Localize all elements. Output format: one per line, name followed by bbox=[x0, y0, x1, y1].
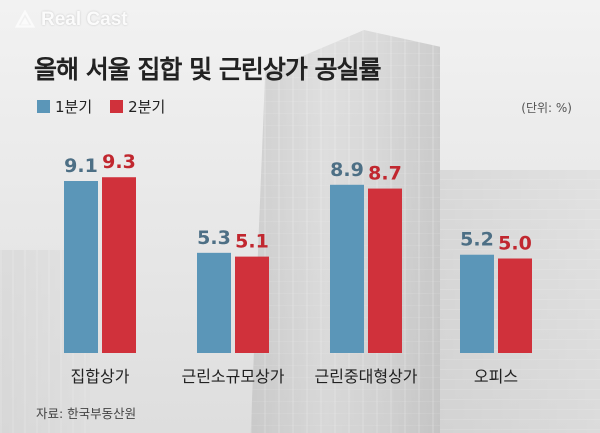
legend-swatch-q1 bbox=[37, 100, 50, 113]
data-label-q2-1: 5.1 bbox=[235, 231, 269, 253]
unit-note: (단위: %) bbox=[521, 101, 572, 115]
brand-logo-icon bbox=[14, 9, 36, 28]
brand-logo: Real Cast bbox=[14, 6, 128, 34]
legend-label-q2: 2분기 bbox=[128, 98, 166, 116]
legend: 1분기 2분기 bbox=[37, 96, 165, 117]
data-label-q2-0: 9.3 bbox=[102, 151, 136, 173]
data-label-q1-2: 8.9 bbox=[330, 159, 364, 181]
legend-item-q1: 1분기 bbox=[37, 96, 92, 117]
bar-q1-1 bbox=[197, 252, 231, 353]
bar-q1-0 bbox=[64, 181, 98, 353]
legend-label-q1: 1분기 bbox=[55, 98, 93, 116]
category-label-3: 오피스 bbox=[474, 367, 518, 386]
legend-item-q2: 2분기 bbox=[110, 96, 165, 117]
category-label-0: 집합상가 bbox=[71, 367, 130, 386]
chart-title: 올해 서울 집합 및 근린상가 공실률 bbox=[34, 55, 382, 84]
bar-q2-0 bbox=[102, 177, 136, 353]
bar-q1-2 bbox=[330, 184, 364, 353]
category-label-2: 근린중대형상가 bbox=[314, 367, 417, 386]
bar-q2-3 bbox=[498, 258, 532, 353]
source-note: 자료: 한국부동산원 bbox=[36, 406, 137, 421]
data-label-q2-2: 8.7 bbox=[368, 163, 402, 185]
data-label-q1-1: 5.3 bbox=[197, 227, 231, 249]
bar-q2-2 bbox=[368, 188, 402, 353]
bar-q2-1 bbox=[235, 256, 269, 353]
data-label-q2-3: 5.0 bbox=[498, 233, 532, 255]
category-label-1: 근린소규모상가 bbox=[181, 367, 284, 386]
brand-name: Real Cast bbox=[41, 9, 128, 30]
data-label-q1-3: 5.2 bbox=[460, 229, 494, 251]
legend-swatch-q2 bbox=[110, 100, 124, 113]
data-label-q1-0: 9.1 bbox=[64, 155, 98, 177]
bar-q1-3 bbox=[460, 254, 494, 353]
